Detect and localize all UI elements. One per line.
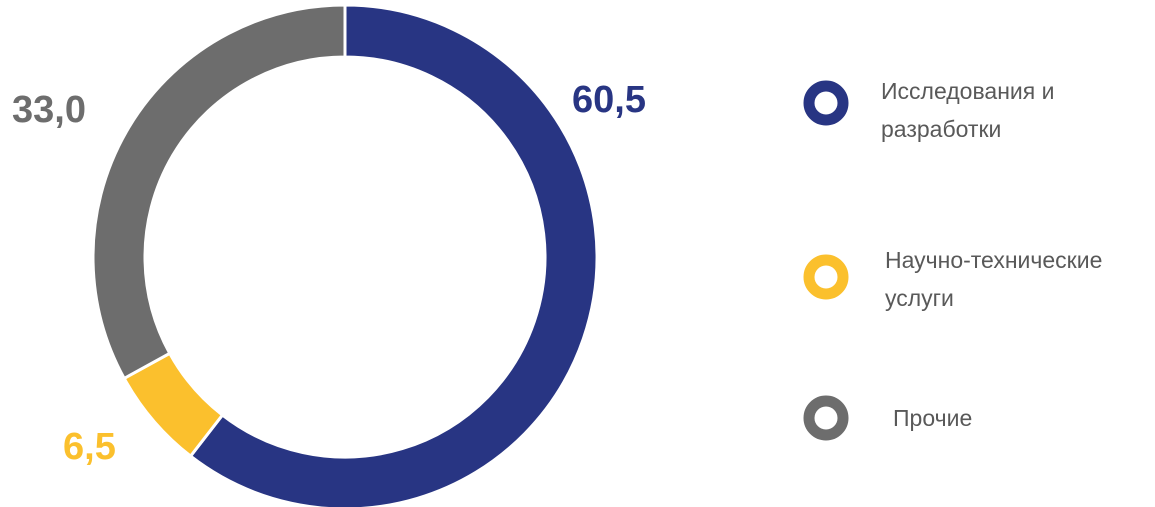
legend-marker-technical-services <box>803 254 849 300</box>
legend-item-technical-services: Научно-технические услуги <box>803 247 1102 311</box>
slice-other <box>91 3 347 381</box>
legend-item-other: Прочие <box>803 395 972 441</box>
legend-label-technical-services-line1: Научно-технические <box>885 247 1102 273</box>
value-labels: 60,5 6,5 33,0 <box>12 79 646 468</box>
donut-slices <box>91 3 599 507</box>
value-label-research: 60,5 <box>572 79 646 121</box>
legend-label-research-line1: Исследования и <box>881 78 1054 104</box>
legend-marker-research <box>803 80 849 126</box>
value-label-technical-services: 6,5 <box>63 426 116 468</box>
value-label-other: 33,0 <box>12 89 86 131</box>
legend-label-research-line2: разработки <box>881 116 1001 142</box>
legend-marker-other <box>803 395 849 441</box>
legend-label-other: Прочие <box>893 405 972 431</box>
legend-label-technical-services-line2: услуги <box>885 285 954 311</box>
legend-item-research: Исследования и разработки <box>803 78 1054 142</box>
legend: Исследования и разработки Научно-техниче… <box>803 78 1102 441</box>
slice-research <box>188 3 599 507</box>
